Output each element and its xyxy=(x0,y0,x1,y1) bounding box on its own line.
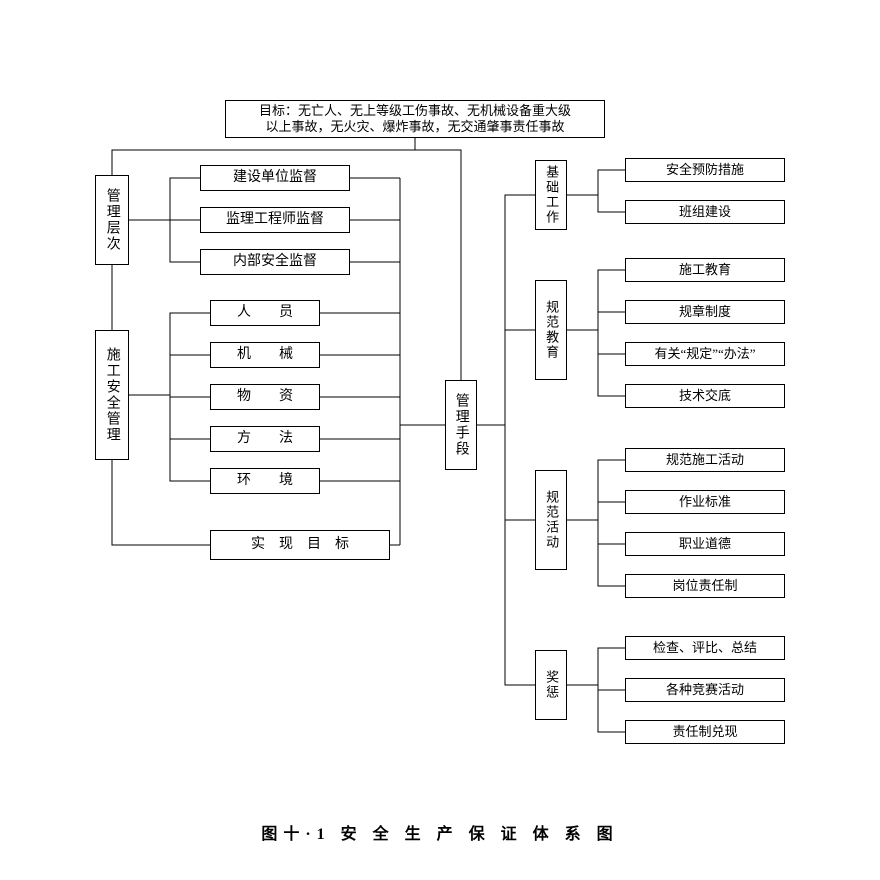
node-f5: 环 境 xyxy=(210,468,320,494)
node-r12: 各种竞赛活动 xyxy=(625,678,785,702)
node-r5: 有关“规定”“办法” xyxy=(625,342,785,366)
node-r4: 规章制度 xyxy=(625,300,785,324)
node-r3: 施工教育 xyxy=(625,258,785,282)
node-constMgmt: 施工安全管理 xyxy=(95,330,129,460)
node-g2: 规范教育 xyxy=(535,280,567,380)
node-g4: 奖惩 xyxy=(535,650,567,720)
node-r1: 安全预防措施 xyxy=(625,158,785,182)
node-r2: 班组建设 xyxy=(625,200,785,224)
node-g1: 基础工作 xyxy=(535,160,567,230)
node-r10: 岗位责任制 xyxy=(625,574,785,598)
node-goal: 目标：无亡人、无上等级工伤事故、无机械设备重大级以上事故，无火灾、爆炸事故，无交… xyxy=(225,100,605,138)
node-r9: 职业道德 xyxy=(625,532,785,556)
node-r13: 责任制兑现 xyxy=(625,720,785,744)
node-mgmtLevel: 管理层次 xyxy=(95,175,129,265)
node-f1: 人 员 xyxy=(210,300,320,326)
node-realize: 实 现 目 标 xyxy=(210,530,390,560)
node-g3: 规范活动 xyxy=(535,470,567,570)
node-r6: 技术交底 xyxy=(625,384,785,408)
node-sup3: 内部安全监督 xyxy=(200,249,350,275)
node-f4: 方 法 xyxy=(210,426,320,452)
node-f3: 物 资 xyxy=(210,384,320,410)
node-r11: 检查、评比、总结 xyxy=(625,636,785,660)
node-r7: 规范施工活动 xyxy=(625,448,785,472)
node-means: 管理手段 xyxy=(445,380,477,470)
node-r8: 作业标准 xyxy=(625,490,785,514)
node-sup1: 建设单位监督 xyxy=(200,165,350,191)
figure-caption: 图十·1 安 全 生 产 保 证 体 系 图 xyxy=(0,820,880,844)
node-f2: 机 械 xyxy=(210,342,320,368)
node-sup2: 监理工程师监督 xyxy=(200,207,350,233)
